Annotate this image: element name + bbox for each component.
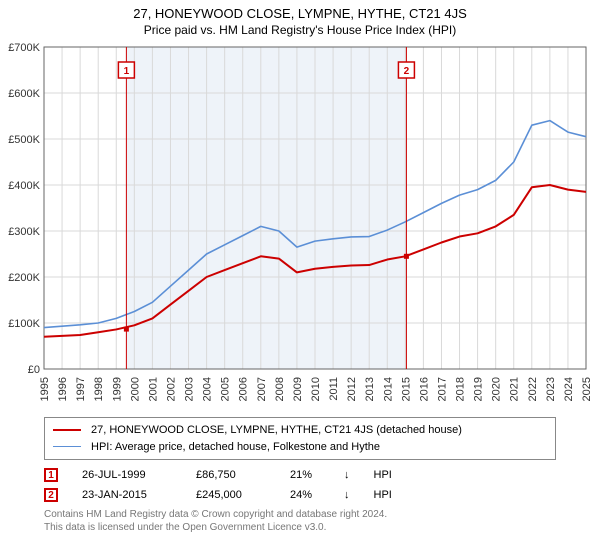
- svg-text:2019: 2019: [473, 377, 485, 401]
- svg-text:2013: 2013: [364, 377, 376, 401]
- svg-text:1995: 1995: [39, 377, 51, 401]
- svg-text:2024: 2024: [563, 377, 575, 401]
- svg-text:£600K: £600K: [8, 88, 40, 100]
- svg-text:2021: 2021: [509, 377, 521, 401]
- footer-line-1: Contains HM Land Registry data © Crown c…: [44, 508, 556, 521]
- chart-title: 27, HONEYWOOD CLOSE, LYMPNE, HYTHE, CT21…: [0, 0, 600, 21]
- svg-text:2008: 2008: [274, 377, 286, 401]
- svg-text:£300K: £300K: [8, 226, 40, 238]
- svg-text:2002: 2002: [165, 377, 177, 401]
- svg-text:2015: 2015: [400, 377, 412, 401]
- sale-marker-1: 1: [44, 468, 58, 482]
- svg-text:2005: 2005: [220, 377, 232, 401]
- svg-text:1: 1: [124, 66, 130, 77]
- svg-text:1998: 1998: [93, 377, 105, 401]
- svg-text:£700K: £700K: [8, 42, 40, 54]
- svg-text:1997: 1997: [75, 377, 87, 401]
- svg-text:£400K: £400K: [8, 180, 40, 192]
- svg-text:1996: 1996: [57, 377, 69, 401]
- svg-text:2025: 2025: [581, 377, 593, 401]
- svg-text:2020: 2020: [491, 377, 503, 401]
- chart-container: 27, HONEYWOOD CLOSE, LYMPNE, HYTHE, CT21…: [0, 0, 600, 560]
- svg-text:2007: 2007: [256, 377, 268, 401]
- legend-label-1: 27, HONEYWOOD CLOSE, LYMPNE, HYTHE, CT21…: [91, 422, 462, 439]
- sale-row-1: 1 26-JUL-1999 £86,750 21% ↓ HPI: [44, 468, 556, 482]
- svg-text:2006: 2006: [238, 377, 250, 401]
- svg-text:2010: 2010: [310, 377, 322, 401]
- legend-row-2: HPI: Average price, detached house, Folk…: [53, 439, 547, 456]
- down-arrow-icon: ↓: [344, 489, 350, 501]
- sales-list: 1 26-JUL-1999 £86,750 21% ↓ HPI 2 23-JAN…: [44, 468, 556, 502]
- svg-text:£500K: £500K: [8, 134, 40, 146]
- svg-text:£200K: £200K: [8, 272, 40, 284]
- legend-row-1: 27, HONEYWOOD CLOSE, LYMPNE, HYTHE, CT21…: [53, 422, 547, 439]
- svg-text:1999: 1999: [111, 377, 123, 401]
- svg-text:2003: 2003: [184, 377, 196, 401]
- svg-text:£0: £0: [28, 364, 40, 376]
- sale-date-1: 26-JUL-1999: [82, 469, 172, 481]
- legend: 27, HONEYWOOD CLOSE, LYMPNE, HYTHE, CT21…: [44, 417, 556, 460]
- svg-text:2001: 2001: [147, 377, 159, 401]
- svg-text:2004: 2004: [202, 377, 214, 401]
- sale-row-2: 2 23-JAN-2015 £245,000 24% ↓ HPI: [44, 488, 556, 502]
- svg-text:2014: 2014: [382, 377, 394, 401]
- svg-text:2017: 2017: [436, 377, 448, 401]
- chart-area: £0 £100K £200K £300K £400K £500K £600K £700K 199…: [0, 41, 600, 411]
- sale-date-2: 23-JAN-2015: [82, 489, 172, 501]
- sale-price-1: £86,750: [196, 469, 266, 481]
- svg-text:2000: 2000: [129, 377, 141, 401]
- sale-hpi-2: HPI: [374, 489, 392, 501]
- svg-text:2: 2: [404, 66, 410, 77]
- svg-text:2023: 2023: [545, 377, 557, 401]
- svg-text:2016: 2016: [418, 377, 430, 401]
- svg-text:2022: 2022: [527, 377, 539, 401]
- sale-pct-1: 21%: [290, 469, 320, 481]
- legend-swatch-1: [53, 429, 81, 431]
- footer-line-2: This data is licensed under the Open Gov…: [44, 521, 556, 534]
- sale-marker-2: 2: [44, 488, 58, 502]
- svg-text:2009: 2009: [292, 377, 304, 401]
- footer: Contains HM Land Registry data © Crown c…: [44, 508, 556, 534]
- sale-price-2: £245,000: [196, 489, 266, 501]
- svg-text:2012: 2012: [346, 377, 358, 401]
- legend-swatch-2: [53, 446, 81, 447]
- legend-label-2: HPI: Average price, detached house, Folk…: [91, 439, 380, 456]
- chart-svg: £0 £100K £200K £300K £400K £500K £600K £700K 199…: [0, 41, 600, 411]
- sale-pct-2: 24%: [290, 489, 320, 501]
- svg-text:2018: 2018: [455, 377, 467, 401]
- down-arrow-icon: ↓: [344, 469, 350, 481]
- sale-hpi-1: HPI: [374, 469, 392, 481]
- chart-subtitle: Price paid vs. HM Land Registry's House …: [0, 21, 600, 41]
- svg-text:£100K: £100K: [8, 318, 40, 330]
- svg-text:2011: 2011: [328, 377, 340, 401]
